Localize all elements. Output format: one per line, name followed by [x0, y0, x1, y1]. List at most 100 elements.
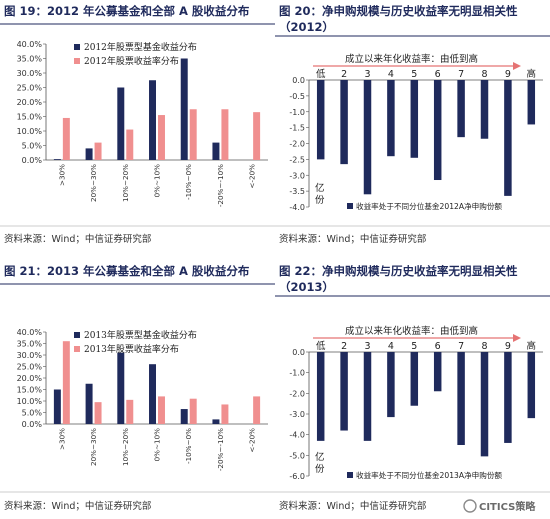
- unit-label: 份: [315, 463, 325, 475]
- x-category-label: 20%~30%: [89, 428, 98, 466]
- legend-swatch: [74, 58, 80, 64]
- y-tick-label: -6.0: [289, 472, 305, 481]
- watermark-logo: CITICS策略: [463, 499, 536, 513]
- bar-stock-distribution: [62, 341, 70, 424]
- y-tick-label: -3.0: [289, 171, 305, 180]
- y-tick-label: -2.0: [289, 140, 305, 149]
- bar-fund-distribution: [117, 352, 125, 424]
- x-category-label: 3: [364, 69, 370, 80]
- source-note: 资料来源：Wind；中信证券研究部: [4, 500, 151, 512]
- x-category-label: 4: [388, 341, 394, 352]
- legend-label: 2013年股票收益率分布: [84, 343, 179, 355]
- y-tick-label: -4.0: [289, 431, 305, 440]
- chart-2012-net-subscription: 图 20：净申购规模与历史收益率无明显相关性 （2012） 0.0 -0.5 -1.…: [275, 4, 550, 245]
- y-tick-label: -4.0: [289, 203, 305, 212]
- bar-net-subscription: [340, 80, 348, 165]
- legend-label: 2013年股票型基金收益分布: [84, 329, 197, 341]
- bar-stock-distribution: [221, 404, 229, 424]
- y-tick-label: -2.5: [289, 155, 305, 164]
- bar-stock-distribution: [94, 142, 102, 160]
- bar-net-subscription: [316, 352, 325, 441]
- y-tick-label: 30.0%: [17, 69, 43, 78]
- bar-net-subscription: [316, 80, 325, 160]
- x-category-label: 2: [341, 341, 347, 352]
- x-category-label: 2: [341, 69, 347, 80]
- bar-stock-distribution: [221, 109, 229, 160]
- chart-2012-distribution: 图 19：2012 年公募基金和全部 A 股收益分布 0.0% 5.0% 10.0%…: [0, 0, 275, 245]
- y-tick-label: 0.0: [292, 348, 305, 357]
- bar-net-subscription: [410, 80, 419, 158]
- x-category-label: 4: [388, 69, 394, 80]
- y-tick-label: 20.0%: [17, 98, 43, 107]
- bar-net-subscription: [410, 352, 419, 406]
- y-tick-label: 5.0%: [22, 142, 43, 151]
- bar-fund-distribution: [149, 80, 156, 160]
- y-tick-label: -2.0: [289, 389, 305, 398]
- x-category-label: <-20%: [248, 164, 257, 189]
- x-category-label: 低: [316, 340, 326, 352]
- bar-net-subscription: [480, 80, 489, 139]
- bar-fund-distribution: [85, 383, 93, 424]
- y-tick-label: 20.0%: [17, 374, 43, 383]
- x-category-label: -10%~0%: [184, 428, 193, 464]
- bar-fund-distribution: [180, 409, 188, 424]
- legend-swatch: [74, 346, 80, 352]
- bar-stock-distribution: [189, 398, 197, 424]
- x-category-label: 7: [458, 341, 464, 352]
- chart-panel-2012-net-subscription: 图 20：净申购规模与历史收益率无明显相关性 （2012） 0.0 -0.5 -1.…: [275, 0, 550, 259]
- chart-2013-distribution: 图 21：2013 年公募基金和全部 A 股收益分布 0.0% 5.0% 10.0%…: [0, 264, 275, 512]
- x-category-label: 6: [435, 69, 441, 80]
- arrow-head-icon: [513, 334, 521, 342]
- legend-label: 收益率处于不同分位基金2012A净申购份额: [356, 201, 502, 211]
- x-category-label: <-20%: [248, 428, 257, 453]
- legend-swatch: [74, 44, 80, 50]
- x-category-label: >30%: [57, 164, 66, 186]
- y-tick-label: 0.0%: [22, 156, 43, 165]
- y-tick-label: 15.0%: [17, 386, 43, 395]
- x-category-label: >30%: [57, 428, 66, 450]
- x-category-label: 低: [316, 68, 326, 80]
- x-category-label: -20%~-10%: [216, 428, 225, 471]
- y-tick-label: -1.0: [289, 369, 305, 378]
- y-tick-label: 10.0%: [17, 397, 43, 406]
- y-tick-label: 0.0%: [22, 420, 43, 429]
- x-category-label: 10%~20%: [121, 164, 130, 202]
- chart-title-line-2: （2013）: [279, 280, 334, 294]
- bar-net-subscription: [387, 80, 395, 157]
- x-category-label: 3: [364, 341, 370, 352]
- y-tick-label: 30.0%: [17, 351, 43, 360]
- watermark-text: CITICS策略: [479, 500, 536, 513]
- chart-title: 图 21：2013 年公募基金和全部 A 股收益分布: [4, 264, 250, 278]
- x-category-label: 5: [411, 69, 417, 80]
- legend-swatch: [74, 332, 80, 338]
- x-category-label: 0%~10%: [153, 428, 162, 462]
- y-tick-label: 10.0%: [17, 127, 43, 136]
- bar-stock-distribution: [126, 399, 134, 424]
- x-category-label: -20%~-10%: [216, 164, 225, 207]
- x-category-label: 9: [505, 69, 511, 80]
- source-note: 资料来源：Wind；中信证券研究部: [4, 233, 151, 245]
- bar-fund-distribution: [53, 159, 61, 160]
- legend-swatch: [347, 203, 353, 209]
- chart-2013-net-subscription: 图 22：净申购规模与历史收益率无明显相关性 （2013） 0.0 -1.0 -2.…: [275, 264, 550, 512]
- arrow-head-icon: [513, 62, 521, 70]
- x-category-label: 7: [458, 69, 464, 80]
- x-category-label: 高: [527, 340, 537, 352]
- chart-panel-2013-distribution: 图 21：2013 年公募基金和全部 A 股收益分布 0.0% 5.0% 10.0%…: [0, 260, 275, 519]
- bar-net-subscription: [363, 352, 372, 441]
- y-tick-label: -1.0: [289, 108, 305, 117]
- bar-fund-distribution: [212, 419, 220, 424]
- x-category-label: 高: [527, 68, 537, 80]
- x-category-label: -10%~0%: [184, 164, 193, 200]
- legend-label: 收益率处于不同分位基金2013A净申购份额: [356, 470, 502, 480]
- unit-label: 份: [315, 194, 325, 206]
- bar-stock-distribution: [158, 115, 165, 160]
- bar-net-subscription: [480, 352, 489, 457]
- bar-stock-distribution: [94, 402, 102, 424]
- bar-net-subscription: [504, 80, 512, 196]
- y-tick-label: 40.0%: [17, 328, 43, 337]
- bar-fund-distribution: [149, 364, 156, 424]
- bar-stock-distribution: [253, 112, 261, 160]
- y-tick-label: 35.0%: [17, 55, 43, 64]
- source-note: 资料来源：Wind；中信证券研究部: [279, 500, 426, 512]
